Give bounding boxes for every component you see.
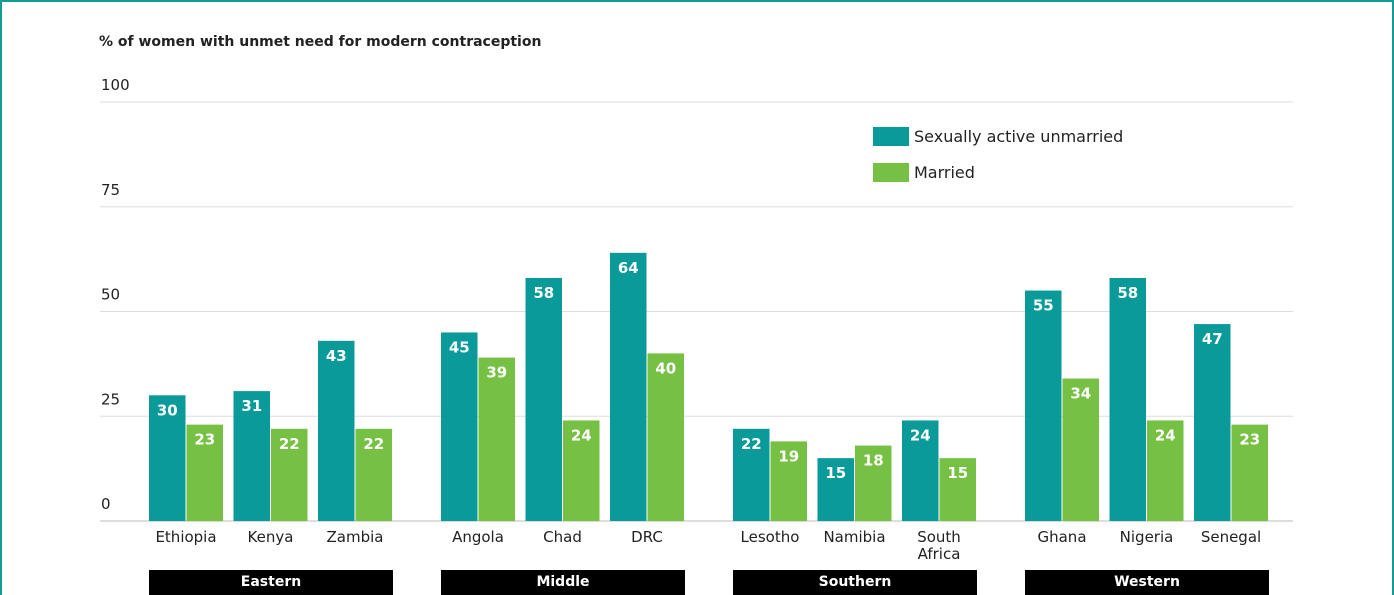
bar xyxy=(817,458,854,521)
group-label: Middle xyxy=(441,570,685,595)
bar xyxy=(1025,290,1062,521)
value-label: 45 xyxy=(449,338,470,356)
value-label: 58 xyxy=(1117,284,1138,302)
value-label: 34 xyxy=(1070,385,1091,403)
bar xyxy=(902,420,939,521)
bar xyxy=(855,445,892,521)
group-label: Eastern xyxy=(149,570,393,595)
x-tick-label: DRC xyxy=(631,528,663,546)
value-label: 18 xyxy=(863,452,884,470)
legend-swatch xyxy=(873,163,909,182)
bar xyxy=(770,441,807,521)
x-tick-label: Nigeria xyxy=(1119,528,1174,546)
bar xyxy=(478,357,515,521)
value-label: 30 xyxy=(157,401,178,419)
value-label: 22 xyxy=(741,435,762,453)
bar xyxy=(233,391,270,521)
bar xyxy=(939,458,976,521)
bar xyxy=(1147,420,1184,521)
bar xyxy=(186,424,223,521)
bar xyxy=(563,420,600,521)
legend-label: Sexually active unmarried xyxy=(914,127,1123,146)
bar xyxy=(1109,277,1146,521)
bar xyxy=(610,252,647,521)
value-label: 24 xyxy=(910,426,931,444)
y-tick-label: 100 xyxy=(101,76,130,94)
value-label: 24 xyxy=(571,426,592,444)
chart-title: % of women with unmet need for modern co… xyxy=(99,34,541,50)
legend-label: Married xyxy=(914,163,975,182)
group-label: Southern xyxy=(733,570,977,595)
x-tick-label: Zambia xyxy=(326,528,384,546)
group-label: Western xyxy=(1025,570,1269,595)
bar xyxy=(733,428,770,521)
y-tick-label: 50 xyxy=(101,286,120,304)
value-label: 47 xyxy=(1202,330,1223,348)
value-label: 55 xyxy=(1033,297,1054,315)
value-label: 15 xyxy=(825,464,846,482)
x-tick-label: Ethiopia xyxy=(155,528,217,546)
x-tick-label: Lesotho xyxy=(740,528,800,546)
value-label: 15 xyxy=(947,464,968,482)
bar xyxy=(271,428,308,521)
value-label: 40 xyxy=(655,359,676,377)
x-tick-label: Ghana xyxy=(1037,528,1087,546)
bar xyxy=(525,277,562,521)
value-label: 31 xyxy=(241,397,262,415)
x-tick-label: Chad xyxy=(543,528,582,546)
value-label: 39 xyxy=(486,364,507,382)
x-tick-label: Kenya xyxy=(247,528,294,546)
value-label: 19 xyxy=(778,447,799,465)
value-label: 64 xyxy=(618,259,639,277)
bar xyxy=(1194,324,1231,521)
bar xyxy=(355,428,392,521)
bar xyxy=(1062,378,1099,521)
value-label: 23 xyxy=(1239,431,1260,449)
bar xyxy=(441,332,478,521)
value-label: 58 xyxy=(533,284,554,302)
x-tick-label: South Africa xyxy=(917,528,961,563)
bar xyxy=(318,340,355,521)
y-tick-label: 75 xyxy=(101,181,120,199)
bar xyxy=(647,353,684,521)
x-tick-label: Senegal xyxy=(1200,528,1262,546)
value-label: 23 xyxy=(194,431,215,449)
bar xyxy=(149,395,186,521)
x-tick-label: Angola xyxy=(452,528,504,546)
bar xyxy=(1231,424,1268,521)
x-tick-label: Namibia xyxy=(823,528,886,546)
legend-swatch xyxy=(873,127,909,146)
value-label: 22 xyxy=(363,435,384,453)
value-label: 24 xyxy=(1155,426,1176,444)
value-label: 22 xyxy=(279,435,300,453)
y-tick-label: 0 xyxy=(101,495,111,513)
value-label: 43 xyxy=(326,347,347,365)
y-tick-label: 25 xyxy=(101,390,120,408)
